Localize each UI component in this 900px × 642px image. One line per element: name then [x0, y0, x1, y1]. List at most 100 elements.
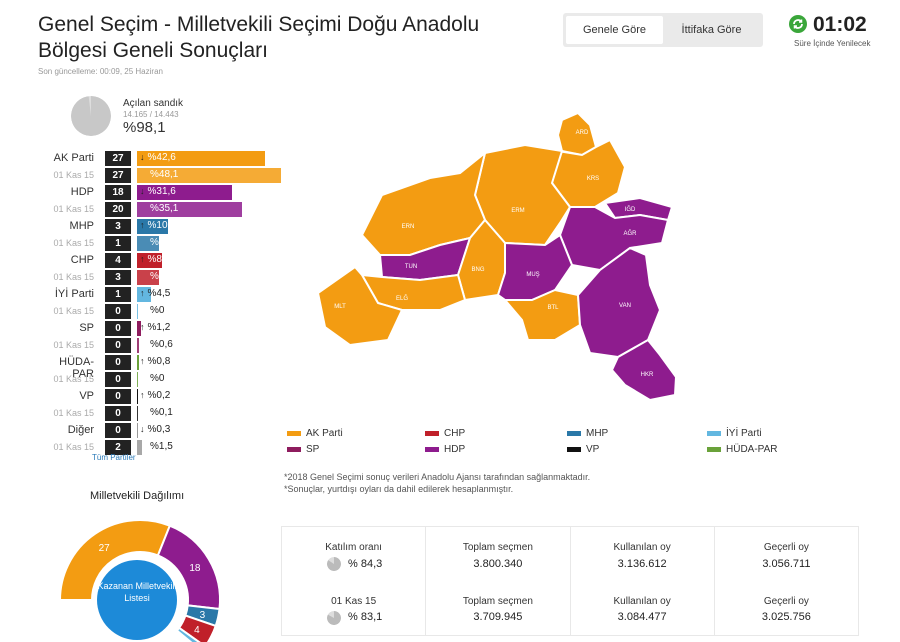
turnout-pie — [327, 557, 341, 571]
party-row-previous: 01 Kas 15 0 %0,6 — [38, 337, 268, 354]
votes-cast-value: 3.136.612 — [617, 558, 667, 570]
seat-count: 20 — [105, 202, 131, 217]
vote-share-percent: ↑ %0,8 — [140, 356, 170, 367]
legend-label: İYİ Parti — [726, 428, 762, 439]
vote-share-bar — [137, 304, 138, 319]
legend-label: HDP — [444, 444, 466, 455]
prev-valid-votes-label: Geçerli oy — [763, 596, 809, 607]
vote-share-value: %1,2 — [147, 322, 171, 333]
seat-segment-label: 4 — [194, 625, 200, 636]
legend-swatch — [567, 431, 581, 436]
vote-share-percent: ↑ %4,5 — [140, 288, 170, 299]
vote-share-value: %1,5 — [150, 441, 173, 452]
seat-count: 27 — [105, 151, 131, 166]
province-mlt[interactable] — [316, 265, 404, 347]
vote-share-bar — [137, 321, 141, 336]
total-voters-value: 3.800.340 — [473, 558, 523, 570]
party-row-previous: 01 Kas 15 2 %1,5 — [38, 439, 268, 456]
previous-election-label: 01 Kas 15 — [53, 238, 94, 248]
stat-katilim: Katılım oranı % 84,3 01 Kas 15 % 83,1 — [282, 527, 427, 635]
vote-share-percent: %0 — [140, 373, 164, 384]
province-label: ERM — [511, 208, 524, 214]
vote-share-value: %48,1 — [150, 169, 179, 180]
vote-share-bar — [137, 423, 138, 438]
seat-count: 0 — [105, 389, 131, 404]
party-row: HÜDA-PAR 0 ↑ %0,8 — [38, 354, 268, 380]
turnout-stats: Katılım oranı % 84,3 01 Kas 15 % 83,1 To… — [281, 526, 859, 636]
valid-votes-value: 3.056.711 — [762, 558, 811, 570]
opened-ballot-percent: %98,1 — [123, 119, 166, 136]
province-label: BNG — [471, 267, 484, 273]
vote-share-percent: %0,1 — [140, 407, 173, 418]
party-row: İYİ Parti 1 ↑ %4,5 — [38, 286, 268, 303]
all-parties-link[interactable]: Tüm Partiler — [92, 453, 136, 462]
party-row: CHP 4 ↑ %8,4 — [38, 252, 268, 269]
overseas-note: *Sonuçlar, yurtdışı oyları da dahil edil… — [284, 484, 514, 494]
province-label: AĞR — [623, 230, 637, 237]
province-label: VAN — [619, 303, 631, 309]
view-toggle: Genele Göre İttifaka Göre — [563, 13, 763, 47]
party-results-list: AK Parti 27 ↓ %42,6 01 Kas 15 27 %48,1 HDP 18 ↓ %3… — [38, 150, 282, 456]
prev-valid-votes-value: 3.025.756 — [761, 611, 811, 623]
party-row: Diğer 0 ↓ %0,3 — [38, 422, 268, 439]
toggle-genele-gore[interactable]: Genele Göre — [566, 16, 663, 44]
party-row: VP 0 ↑ %0,2 — [38, 388, 268, 405]
vote-share-bar — [137, 372, 138, 387]
page-title: Genel Seçim - Milletvekili Seçimi Doğu A… — [38, 13, 480, 62]
prev-votes-cast-label: Kullanılan oy — [613, 596, 671, 607]
seat-count: 0 — [105, 423, 131, 438]
legend-label: SP — [306, 444, 320, 455]
prev-turnout-value: % 83,1 — [348, 611, 383, 623]
legend-label: AK Parti — [306, 428, 343, 439]
vote-share-bar — [137, 185, 232, 200]
seat-count: 0 — [105, 406, 131, 421]
legend-swatch — [287, 431, 301, 436]
party-row-previous: 01 Kas 15 0 %0,1 — [38, 405, 268, 422]
seat-count: 2 — [105, 440, 131, 455]
previous-election-label: 01 Kas 15 — [53, 340, 94, 350]
seat-count: 0 — [105, 372, 131, 387]
province-label: IĞD — [625, 206, 636, 213]
previous-election-label: 01 Kas 15 — [53, 374, 94, 384]
vote-share-bar — [137, 168, 282, 183]
prev-total-voters-value: 3.709.945 — [473, 611, 523, 623]
vote-share-bar — [137, 253, 163, 268]
legend-label: MHP — [586, 428, 609, 439]
party-row-previous: 01 Kas 15 3 %7,4 — [38, 269, 268, 286]
vote-share-percent: %0 — [140, 305, 164, 316]
province-label: TUN — [405, 264, 417, 270]
vote-share-bar — [137, 440, 142, 455]
opened-ballot-label: Açılan sandık — [123, 98, 184, 109]
province-label: ERN — [402, 224, 415, 230]
party-name: MHP — [69, 220, 94, 232]
party-row-previous: 01 Kas 15 0 %0 — [38, 371, 268, 388]
prev-total-voters-label: Toplam seçmen — [462, 596, 533, 607]
legend-swatch — [707, 431, 721, 436]
vote-share-value: %7,4 — [150, 271, 173, 282]
toggle-ittifaka-gore[interactable]: İttifaka Göre — [681, 24, 742, 36]
winning-mp-list-button[interactable]: Kazanan Milletvekili Listesi — [97, 560, 177, 640]
vote-share-bar — [137, 151, 265, 166]
legend-label: HÜDA-PAR — [726, 444, 778, 455]
vote-share-value: %42,6 — [147, 152, 176, 163]
party-name: Diğer — [67, 424, 94, 436]
party-name: SP — [79, 322, 94, 334]
legend-label: CHP — [444, 428, 466, 439]
seat-count: 18 — [105, 185, 131, 200]
refresh-icon[interactable] — [788, 14, 808, 34]
arrow-down-icon: ↓ — [140, 424, 145, 434]
vote-share-bar — [137, 338, 139, 353]
vote-share-value: %0,8 — [147, 356, 171, 367]
previous-election-label: 01 Kas 15 — [53, 204, 94, 214]
province-muş[interactable] — [496, 233, 574, 301]
province-label: ELĞ — [396, 295, 408, 302]
refresh-label: Süre İçinde Yenilecek — [794, 39, 871, 48]
seat-count: 4 — [105, 253, 131, 268]
province-hkr[interactable] — [610, 338, 678, 402]
valid-votes-label: Geçerli oy — [763, 542, 809, 553]
seat-count: 27 — [105, 168, 131, 183]
previous-election-label: 01 Kas 15 — [53, 408, 94, 418]
total-voters-label: Toplam seçmen — [462, 542, 533, 553]
province-van[interactable] — [576, 246, 662, 359]
stat-toplam-secmen: Toplam seçmen 3.800.340 Toplam seçmen 3.… — [426, 527, 571, 635]
